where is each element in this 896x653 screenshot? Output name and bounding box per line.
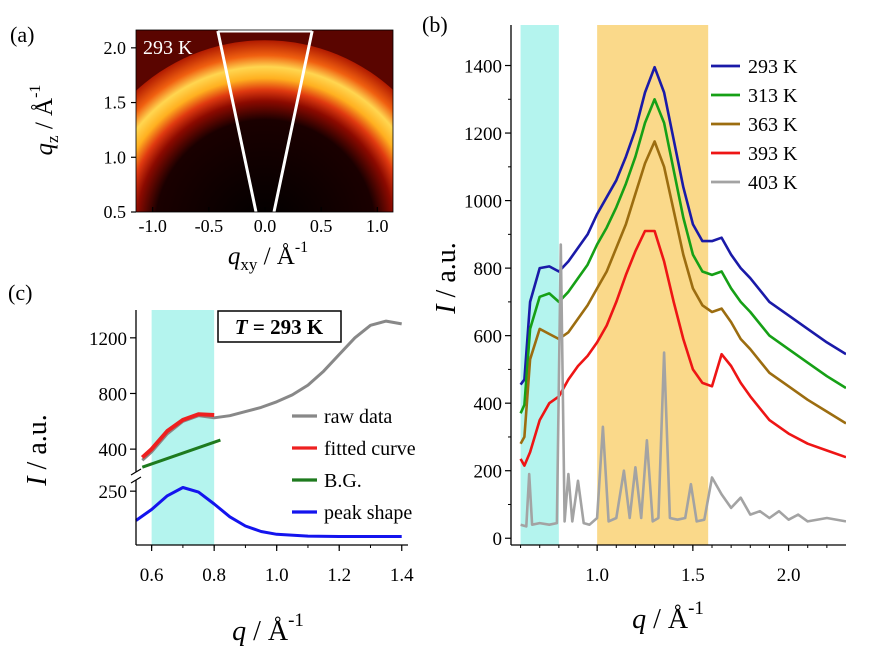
y-tick-label-a: 2.0 [104, 38, 127, 58]
y-tick-label-b: 1400 [464, 57, 502, 78]
legend-label-c: raw data [324, 406, 392, 428]
legend-label-c: fitted curve [324, 438, 416, 460]
legend-label-c: peak shape [324, 502, 412, 524]
y-axis-title-b: I / a.u. [431, 242, 462, 315]
shaded-region-b [520, 25, 559, 545]
temperature-label-a: 293 K [143, 37, 193, 59]
panel-b-plot: 1.0 1.5 2.0 0 200 400 600 800 1000 1200 1400 [464, 25, 846, 586]
legend-label-b: 403 K [748, 172, 798, 194]
x-tick-label-a: -0.5 [195, 216, 224, 236]
y-tick-label-upper-c: 400 [99, 440, 128, 461]
panel-b-label: (b) [422, 12, 448, 37]
legend-label-b: 313 K [748, 85, 798, 107]
series-line-peak-shape [135, 486, 402, 538]
legend-label-b: 363 K [748, 114, 798, 136]
x-axis-title-c: q / Å-1 [232, 610, 304, 647]
y-tick-label-a: 1.5 [104, 93, 127, 113]
x-tick-label-c: 0.6 [140, 565, 164, 586]
x-tick-label-b: 2.0 [777, 565, 801, 586]
y-tick-label-b: 1000 [464, 192, 502, 213]
panel-c: (c) 0.6 0.8 1.0 1.2 1.4 400 800 1200 250 T = 293… [8, 280, 416, 647]
series-line-b-g- [141, 438, 221, 469]
x-tick-label-a: 1.0 [366, 216, 389, 236]
y-tick-label-upper-c: 1200 [89, 329, 127, 350]
y-tick-label-b: 400 [474, 394, 503, 415]
x-tick-label-c: 1.2 [327, 565, 351, 586]
x-tick-label-a: 0.5 [310, 216, 333, 236]
heatmap-ring [136, 40, 393, 212]
shaded-region-b [597, 25, 709, 545]
legend-label-b: 393 K [748, 143, 798, 165]
y-tick-label-lower-c: 250 [99, 482, 128, 503]
x-tick-label-c: 1.0 [265, 565, 289, 586]
panel-c-plot: 0.6 0.8 1.0 1.2 1.4 400 800 1200 250 [89, 310, 414, 586]
y-tick-label-b: 600 [474, 327, 503, 348]
panel-c-label: (c) [8, 280, 32, 305]
panel-b: (b) 1.0 1.5 2.0 0 200 400 600 800 1000 1200 1400 2… [422, 12, 846, 635]
y-tick-label-upper-c: 800 [99, 384, 128, 405]
y-tick-label-b: 200 [474, 462, 503, 483]
x-axis-title-b: q / Å-1 [632, 598, 704, 635]
series-group-b [519, 65, 846, 528]
x-tick-label-c: 0.8 [202, 565, 226, 586]
series-line-fitted-curve [140, 412, 215, 459]
axis-break-mark-c [130, 476, 142, 484]
legend-label-c: B.G. [324, 470, 362, 492]
y-axis-title-a: qz / Å-1 [27, 85, 62, 156]
axis-break-mark-c [130, 468, 142, 476]
x-tick-label-a: -1.0 [138, 216, 167, 236]
x-tick-label-c: 1.4 [390, 565, 414, 586]
shaded-region-c [151, 310, 215, 545]
temperature-label-c: T = 293 K [235, 315, 324, 339]
y-tick-label-b: 800 [474, 259, 503, 280]
x-tick-label-b: 1.0 [585, 565, 609, 586]
y-axis-title-c: I / a.u. [22, 414, 53, 487]
y-tick-label-a: 0.5 [104, 202, 127, 222]
panel-b-legend: 293 K 313 K 363 K 393 K 403 K [711, 56, 798, 194]
x-tick-label-a: 0.0 [254, 216, 277, 236]
temperature-box-c [217, 310, 342, 343]
y-tick-label-a: 1.0 [104, 147, 127, 167]
integration-sector [216, 30, 314, 212]
x-axis-title-a: qxy / Å-1 [228, 239, 308, 274]
y-tick-label-b: 0 [493, 529, 503, 550]
panel-a-axes: -1.0 -0.5 0.0 0.5 1.0 0.5 1.0 1.5 2.0 [104, 38, 389, 236]
panel-a: (a) 293 K -1.0 -0.5 0.0 0.5 1.00.51.01.52.0 … [10, 22, 394, 274]
panel-a-label: (a) [10, 22, 34, 47]
x-tick-label-b: 1.5 [681, 565, 705, 586]
series-line-403-k [520, 243, 846, 528]
panel-c-legend: raw data fitted curve B.G. peak shape [292, 406, 416, 524]
series-line-293-k [519, 65, 846, 386]
legend-label-b: 293 K [748, 56, 798, 78]
y-tick-label-b: 1200 [464, 124, 502, 145]
